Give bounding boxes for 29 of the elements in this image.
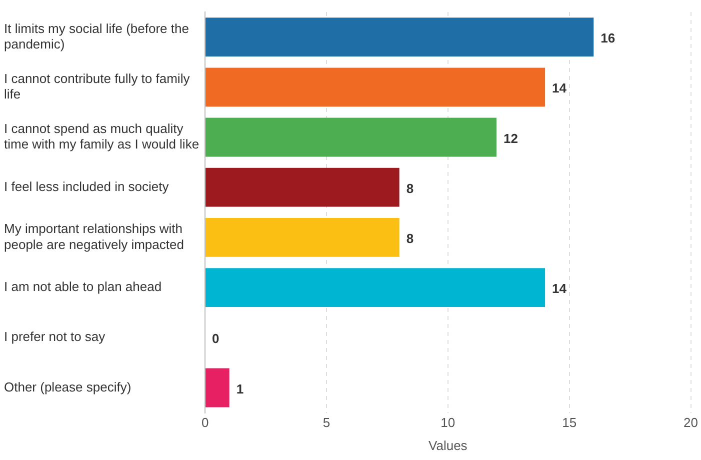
bar bbox=[206, 218, 400, 257]
y-tick-label: I cannot contribute fully to family life bbox=[4, 70, 190, 102]
x-tick-label: 10 bbox=[440, 415, 456, 430]
data-label: 8 bbox=[406, 180, 414, 196]
bar bbox=[206, 268, 546, 307]
bar bbox=[206, 18, 594, 56]
data-label: 14 bbox=[552, 281, 568, 296]
y-tick-label: I feel less included in society bbox=[4, 178, 170, 194]
bar bbox=[206, 368, 230, 408]
bar bbox=[206, 118, 496, 157]
y-tick-label: I am not able to plan ahead bbox=[4, 279, 162, 294]
x-tick-label: 0 bbox=[201, 415, 209, 430]
bar bbox=[206, 68, 546, 107]
bar bbox=[206, 168, 400, 207]
y-tick-label: My important relationships with people are negatively impacted bbox=[4, 221, 184, 252]
y-tick-label: I prefer not to say bbox=[4, 329, 106, 344]
data-label: 12 bbox=[503, 130, 518, 146]
y-tick-label: I cannot spend as much quality time with my family as I would like bbox=[4, 121, 200, 152]
y-tick-label: It limits my social life (before the pandemic) bbox=[4, 20, 189, 52]
x-tick-label: 15 bbox=[562, 415, 577, 430]
x-tick-label: 20 bbox=[684, 415, 698, 430]
x-axis-title: Values bbox=[428, 438, 468, 453]
data-label: 8 bbox=[406, 231, 414, 246]
data-label: 0 bbox=[212, 331, 220, 346]
data-label: 1 bbox=[236, 381, 244, 396]
data-label: 16 bbox=[600, 30, 616, 46]
y-tick-label: Other (please specify) bbox=[4, 379, 132, 394]
x-tick-label: 5 bbox=[322, 415, 330, 430]
data-label: 14 bbox=[552, 80, 568, 96]
